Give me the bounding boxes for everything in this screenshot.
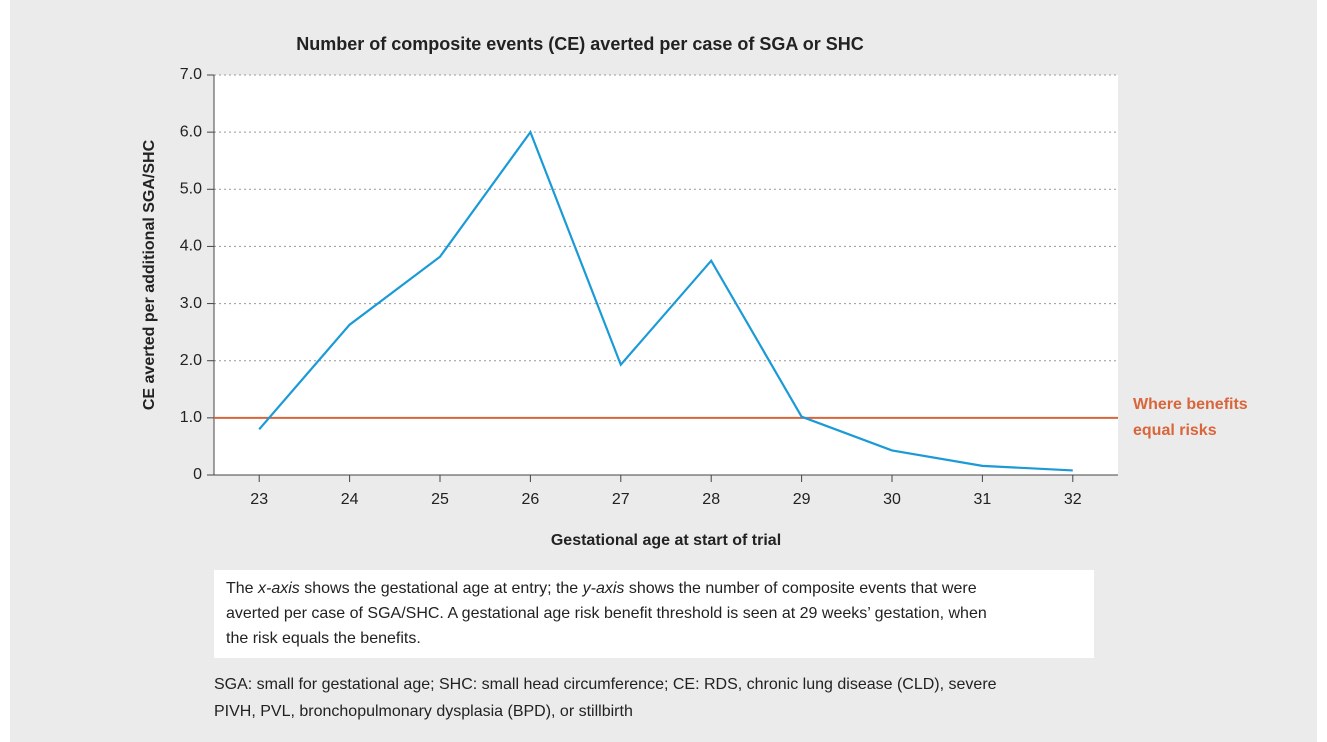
reference-label: equal risks [1133,422,1217,439]
y-tick-label: 1.0 [180,409,202,426]
data-line [258,129,1073,472]
x-tick-label: 30 [883,491,901,508]
x-tick-label: 25 [431,491,449,508]
x-tick-label: 27 [612,491,630,508]
caption: The x-axis shows the gestational age at … [214,570,1094,658]
y-axis-title: CE averted per additional SGA/SHC [141,139,158,410]
y-tick-label: 7.0 [180,66,202,83]
caption-text: y-axis [582,580,625,597]
y-tick-label: 3.0 [180,295,202,312]
y-tick-label: 4.0 [180,238,202,255]
caption-text: The [226,580,259,597]
caption-text: x-axis [258,580,300,597]
y-tick-label: 5.0 [180,181,202,198]
chart-title: Number of composite events (CE) averted … [296,34,863,54]
caption-text: shows the number of composite events tha… [226,580,987,647]
footnote: SGA: small for gestational age; SHC: sma… [214,676,997,720]
caption-text: shows the gestational age at entry; the [299,580,583,597]
x-tick-label: 32 [1064,491,1082,508]
x-tick-label: 24 [341,491,359,508]
x-tick-label: 31 [974,491,992,508]
reference-label: Where benefits [1133,396,1248,413]
x-tick-label: 23 [250,491,268,508]
y-tick-label: 0 [193,466,202,483]
x-tick-label: 29 [793,491,811,508]
x-tick-label: 26 [522,491,540,508]
plot-area [214,75,1118,475]
x-tick-label: 28 [702,491,720,508]
y-tick-label: 6.0 [180,123,202,140]
x-axis-title: Gestational age at start of trial [551,532,781,549]
y-tick-label: 2.0 [180,352,202,369]
